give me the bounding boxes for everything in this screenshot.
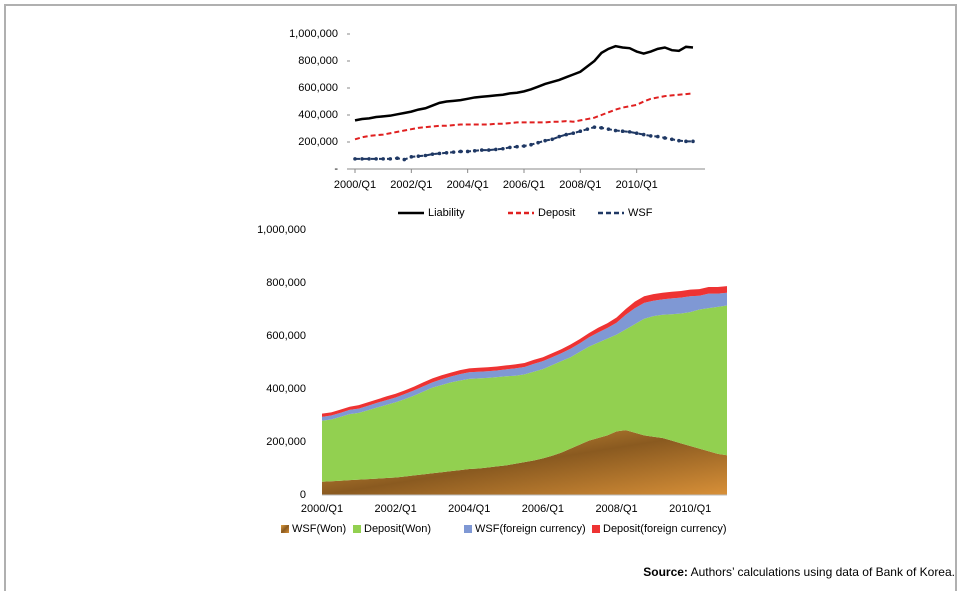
- x-tick-label: 2004/Q1: [447, 179, 489, 191]
- y-tick-label: 800,000: [266, 277, 306, 289]
- y-tick-label: 400,000: [298, 109, 338, 121]
- point: [465, 149, 470, 154]
- y-tick-label: 200,000: [298, 136, 338, 148]
- point: [578, 129, 583, 133]
- legend-label: Deposit: [538, 207, 575, 219]
- legend-label: WSF(Won): [292, 523, 346, 535]
- y-tick-label: -: [334, 163, 338, 175]
- point: [677, 138, 681, 143]
- y-tick-label: 1,000,000: [257, 224, 306, 236]
- point: [627, 130, 632, 134]
- point: [670, 137, 674, 142]
- point: [409, 155, 414, 159]
- point: [515, 144, 519, 149]
- point: [663, 136, 667, 140]
- line: [354, 92, 694, 141]
- y-tick-label: 600,000: [298, 82, 338, 94]
- area: [322, 292, 727, 421]
- x-tick-label: 2000/Q1: [301, 503, 343, 515]
- point: [613, 128, 618, 133]
- y-tick-label: 200,000: [266, 436, 306, 448]
- point: [458, 149, 463, 154]
- area: [322, 305, 727, 482]
- point: [634, 131, 639, 136]
- legend-swatch: [592, 525, 600, 533]
- point: [655, 134, 660, 139]
- point: [592, 125, 597, 129]
- point: [543, 138, 547, 143]
- x-tick-label: 2002/Q1: [375, 503, 417, 515]
- point: [620, 129, 625, 133]
- x-tick-label: 2006/Q1: [522, 503, 564, 515]
- legend-swatch: [281, 525, 289, 533]
- point: [585, 127, 590, 131]
- x-tick-label: 2008/Q1: [559, 179, 601, 191]
- point: [360, 157, 364, 161]
- legend-label: Deposit(Won): [364, 523, 431, 535]
- x-tick-label: 2008/Q1: [595, 503, 637, 515]
- line: [355, 126, 693, 161]
- point: [451, 150, 456, 154]
- x-tick-label: 2010/Q1: [669, 503, 711, 515]
- legend-label: WSF(foreign currency): [475, 523, 586, 535]
- point: [444, 151, 449, 155]
- point: [536, 140, 540, 145]
- point: [423, 153, 428, 158]
- point: [501, 146, 505, 151]
- point: [388, 157, 393, 161]
- x-tick-label: 2006/Q1: [503, 179, 545, 191]
- point: [648, 134, 653, 138]
- point: [437, 151, 442, 156]
- point: [494, 147, 498, 152]
- point: [599, 126, 604, 130]
- point: [564, 132, 569, 137]
- legend-swatch: [464, 525, 472, 533]
- line: [354, 44, 694, 122]
- point: [430, 152, 435, 156]
- source: Source: Authors’ calculations using data…: [643, 565, 955, 579]
- legend-label: Liability: [428, 207, 465, 219]
- y-tick-label: 400,000: [266, 383, 306, 395]
- point: [684, 139, 688, 144]
- source-text: Authors’ calculations using data of Bank…: [690, 565, 955, 579]
- point: [486, 148, 491, 152]
- area: [322, 286, 727, 417]
- y-tick-label: 0: [300, 489, 306, 501]
- legend-label: WSF: [628, 207, 653, 219]
- point: [367, 157, 371, 161]
- frame: [4, 4, 957, 591]
- point: [402, 157, 407, 162]
- point: [508, 145, 512, 150]
- point: [571, 131, 576, 136]
- point: [395, 156, 400, 160]
- y-tick-label: 1,000,000: [289, 28, 338, 40]
- point: [557, 134, 562, 139]
- point: [691, 139, 695, 144]
- point: [374, 157, 378, 161]
- point: [479, 148, 484, 152]
- point: [606, 127, 611, 131]
- area: [322, 430, 727, 495]
- point: [353, 157, 357, 161]
- legend-swatch: [353, 525, 361, 533]
- legend-label: Deposit(foreign currency): [603, 523, 727, 535]
- y-tick-label: 600,000: [266, 330, 306, 342]
- point: [522, 144, 526, 148]
- point: [550, 137, 554, 142]
- point: [472, 148, 477, 153]
- x-tick-label: 2000/Q1: [334, 179, 376, 191]
- x-tick-label: 2010/Q1: [616, 179, 658, 191]
- y-tick-label: 800,000: [298, 55, 338, 67]
- source-label: Source:: [643, 565, 688, 579]
- point: [641, 132, 646, 137]
- point: [529, 142, 533, 147]
- x-tick-label: 2002/Q1: [390, 179, 432, 191]
- point: [381, 157, 385, 161]
- x-tick-label: 2004/Q1: [448, 503, 490, 515]
- point: [416, 154, 421, 158]
